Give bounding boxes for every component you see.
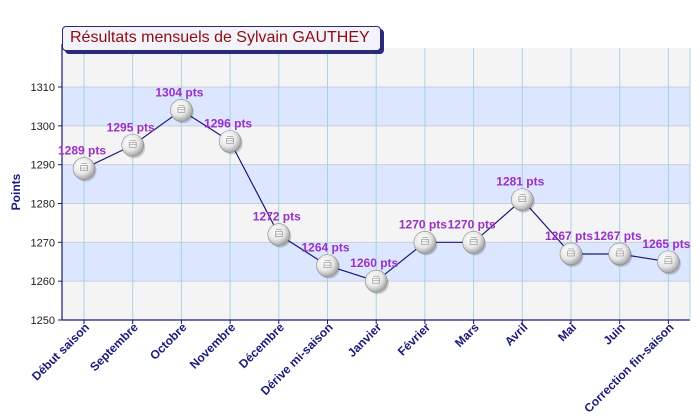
y-tick-label: 1310: [31, 82, 55, 94]
ping-pong-ball-icon: [121, 133, 146, 159]
chart-title: Résultats mensuels de Sylvain GAUTHEY: [62, 26, 381, 51]
data-point: [218, 130, 242, 153]
y-tick-label: 1300: [31, 121, 55, 133]
data-point: [559, 242, 583, 266]
ping-pong-ball-icon: [218, 130, 243, 155]
ping-pong-ball-icon: [462, 231, 487, 256]
data-point: [657, 250, 680, 274]
data-label: 1270 pts: [399, 217, 447, 231]
data-label: 1304 pts: [155, 85, 203, 99]
data-point: [170, 99, 193, 122]
data-point: [510, 188, 534, 211]
data-point: [462, 231, 485, 254]
x-tick-label: Novembre: [187, 320, 239, 372]
data-label: 1267 pts: [545, 229, 593, 243]
data-point: [121, 133, 144, 157]
ping-pong-ball-icon: [559, 242, 584, 267]
ping-pong-ball-icon: [267, 223, 292, 248]
data-label: 1289 pts: [58, 144, 106, 158]
x-tick-label: Décembre: [236, 320, 287, 371]
data-label: 1270 pts: [448, 217, 496, 231]
data-label: 1265 pts: [642, 237, 690, 251]
x-tick-label: Mai: [555, 320, 579, 344]
x-tick-label: Février: [395, 320, 433, 358]
data-point: [267, 223, 291, 246]
x-tick-label: Octobre: [147, 320, 190, 363]
ping-pong-ball-icon: [170, 99, 194, 124]
ping-pong-ball-icon: [510, 188, 535, 213]
y-tick-label: 1250: [31, 315, 55, 327]
y-tick-label: 1270: [31, 237, 55, 249]
data-point: [413, 231, 437, 254]
data-label: 1264 pts: [301, 241, 349, 255]
x-tick-label: Correction fin-saison: [581, 320, 676, 415]
data-label: 1272 pts: [253, 210, 301, 224]
ping-pong-ball-icon: [413, 231, 438, 256]
y-tick-label: 1260: [31, 276, 55, 288]
ping-pong-ball-icon: [316, 254, 340, 279]
x-tick-label: Juin: [600, 320, 627, 347]
data-label: 1267 pts: [594, 229, 642, 243]
data-label: 1296 pts: [204, 116, 252, 130]
data-point: [608, 242, 632, 266]
ping-pong-ball-icon: [364, 269, 389, 295]
x-tick-label: Septembre: [87, 320, 141, 374]
y-tick-label: 1280: [31, 199, 55, 211]
ping-pong-ball-icon: [657, 250, 681, 275]
data-point: [316, 254, 339, 277]
data-label: 1260 pts: [350, 256, 398, 270]
y-tick-label: 1290: [31, 160, 55, 172]
y-axis-title: Points: [9, 173, 23, 210]
data-label: 1295 pts: [107, 120, 155, 134]
ping-pong-ball-icon: [72, 157, 97, 182]
data-point: [72, 157, 96, 180]
x-tick-label: Avril: [502, 320, 530, 348]
ping-pong-ball-icon: [608, 242, 633, 267]
x-tick-label: Janvier: [345, 320, 385, 360]
data-label: 1281 pts: [496, 175, 544, 189]
x-tick-label: Mars: [452, 320, 482, 350]
data-point: [364, 269, 388, 293]
x-tick-label: Début saison: [29, 320, 92, 383]
